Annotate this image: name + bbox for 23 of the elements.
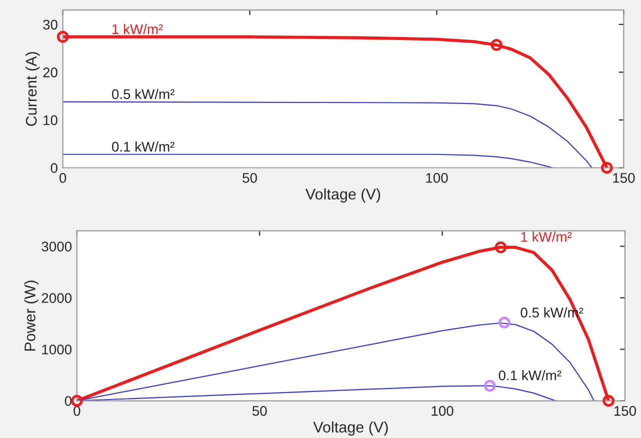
y-tick-label: 0 [50,163,58,173]
series-label: 0.1 kW/m² [112,141,174,152]
x-axis-title: Voltage (V) [313,421,388,436]
y-axis-title: Current (A) [25,52,40,126]
y-tick-label: 1000 [42,344,72,354]
x-tick-label: 150 [614,406,636,416]
series-label: 1 kW/m² [112,24,163,34]
y-tick-label: 3000 [42,242,72,252]
x-tick-label: 100 [426,172,448,183]
series-label: 0.5 kW/m² [112,88,174,100]
y-tick-label: 30 [43,20,58,30]
x-axis-title: Voltage (V) [306,188,380,203]
y-tick-label: 10 [44,115,58,126]
series-label: 1 kW/m² [521,232,572,242]
y-tick-label: 20 [43,68,58,78]
series-label: 0.1 kW/m² [498,370,562,380]
y-axis-title: Power (W) [24,280,38,351]
x-tick-label: 100 [432,406,454,416]
x-tick-label: 50 [242,172,257,183]
y-tick-label: 0 [64,396,72,406]
x-tick-label: 50 [252,406,267,416]
x-tick-label: 150 [613,172,635,183]
y-tick-label: 2000 [42,293,72,303]
